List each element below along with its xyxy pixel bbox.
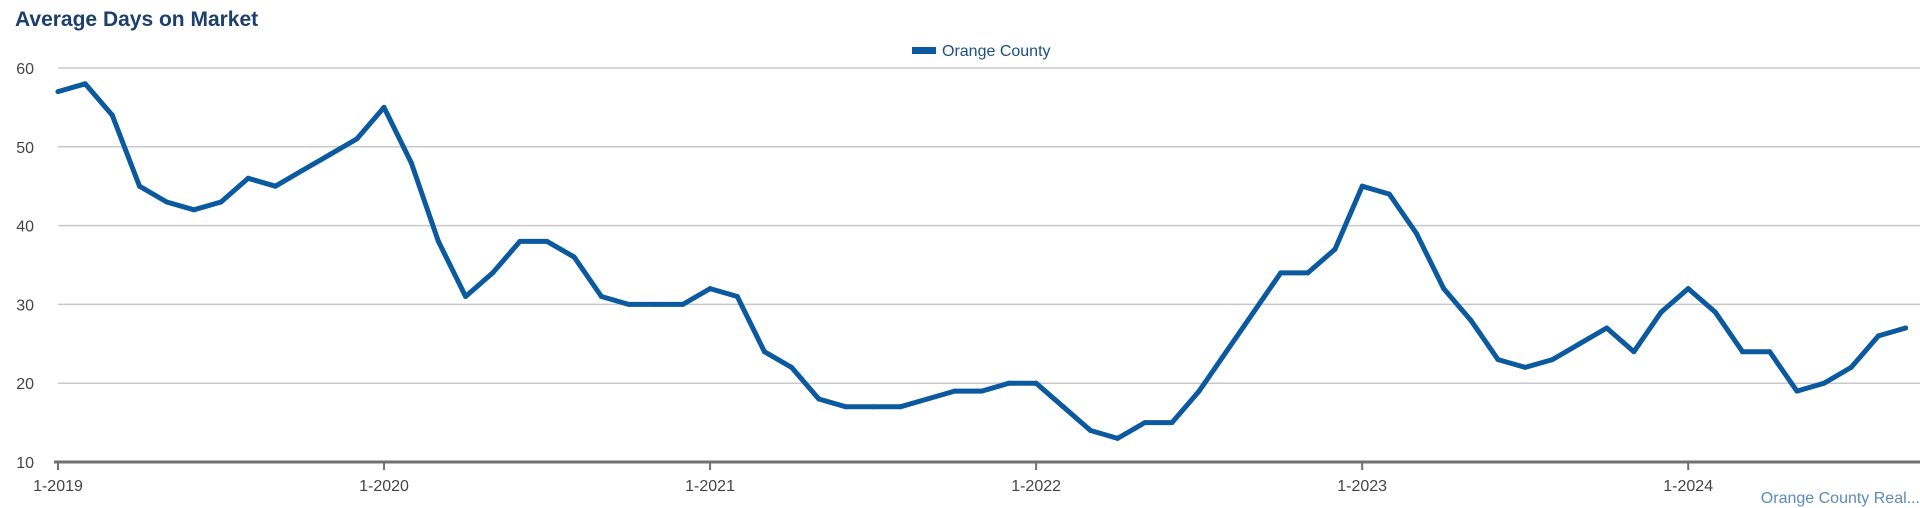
y-tick-label: 30 bbox=[16, 297, 34, 314]
data-point bbox=[1088, 428, 1093, 433]
legend-swatch bbox=[912, 47, 936, 54]
data-point bbox=[109, 112, 115, 118]
y-tick-label: 40 bbox=[16, 219, 34, 236]
data-point bbox=[1359, 183, 1365, 189]
data-point bbox=[55, 89, 61, 95]
data-point bbox=[1767, 349, 1773, 355]
y-tick-label: 50 bbox=[16, 140, 34, 157]
data-point bbox=[1115, 435, 1121, 441]
data-point bbox=[517, 238, 523, 244]
gridlines bbox=[58, 67, 1920, 384]
data-point bbox=[1169, 420, 1175, 426]
data-point bbox=[816, 396, 822, 402]
chart-title: Average Days on Market bbox=[15, 8, 259, 31]
data-point bbox=[408, 160, 414, 166]
data-point bbox=[1251, 309, 1256, 315]
data-point bbox=[1332, 246, 1338, 252]
data-point bbox=[82, 81, 88, 87]
data-point bbox=[626, 301, 632, 307]
data-point bbox=[761, 349, 767, 355]
x-tick-label: 1-2024 bbox=[1663, 478, 1713, 495]
x-tick-label: 1-2021 bbox=[685, 478, 735, 495]
data-point bbox=[1821, 380, 1827, 386]
data-point bbox=[1386, 191, 1392, 197]
data-point bbox=[680, 301, 686, 307]
data-point bbox=[897, 404, 903, 410]
data-point bbox=[1223, 349, 1229, 355]
y-tick-label: 10 bbox=[16, 455, 34, 472]
data-point bbox=[1848, 364, 1854, 370]
legend[interactable]: Orange County bbox=[912, 43, 1051, 60]
data-point bbox=[1631, 349, 1637, 355]
data-point bbox=[1468, 317, 1474, 323]
data-point bbox=[1740, 349, 1745, 355]
series-lines bbox=[55, 81, 1909, 441]
data-point bbox=[843, 404, 849, 410]
data-point bbox=[1875, 333, 1881, 339]
data-point bbox=[272, 183, 278, 189]
data-point bbox=[1305, 270, 1311, 276]
data-point bbox=[490, 270, 496, 276]
data-point bbox=[653, 301, 659, 307]
data-point bbox=[1577, 341, 1582, 347]
x-tick-label: 1-2020 bbox=[359, 478, 409, 495]
data-point bbox=[1196, 388, 1202, 394]
data-point bbox=[1522, 364, 1528, 370]
data-point bbox=[1794, 388, 1800, 394]
data-point bbox=[544, 238, 550, 244]
data-point bbox=[1903, 325, 1909, 331]
data-point bbox=[598, 294, 604, 299]
data-point bbox=[707, 286, 713, 292]
data-point bbox=[789, 364, 795, 370]
data-point bbox=[1006, 380, 1012, 386]
data-point bbox=[164, 199, 170, 205]
data-point bbox=[1495, 357, 1501, 363]
data-point bbox=[218, 199, 224, 205]
x-tick-labels: 1-2019 1-2020 1-2021 1-2022 1-2023 1-2024 bbox=[33, 462, 1713, 495]
data-point bbox=[1142, 420, 1148, 426]
data-point bbox=[870, 404, 876, 410]
x-tick-label: 1-2023 bbox=[1337, 478, 1387, 495]
data-point bbox=[1549, 357, 1555, 363]
data-point bbox=[435, 238, 441, 244]
data-point bbox=[1033, 380, 1039, 386]
data-point bbox=[137, 183, 142, 189]
data-point bbox=[1278, 270, 1284, 276]
y-tick-label: 20 bbox=[16, 376, 34, 393]
footer-credit[interactable]: Orange County Real... bbox=[1760, 490, 1920, 507]
series-line-orange-county bbox=[55, 81, 1909, 441]
x-tick-label: 1-2022 bbox=[1011, 478, 1061, 495]
data-point bbox=[924, 396, 930, 402]
data-point bbox=[1060, 404, 1066, 410]
data-point bbox=[571, 254, 577, 260]
legend-label[interactable]: Orange County bbox=[942, 43, 1051, 60]
data-point bbox=[1658, 309, 1664, 315]
data-point bbox=[191, 207, 197, 213]
data-point bbox=[327, 152, 333, 158]
x-tick-label: 1-2019 bbox=[33, 478, 83, 495]
data-point bbox=[245, 175, 251, 181]
data-point bbox=[1685, 286, 1691, 292]
data-point bbox=[952, 388, 958, 394]
data-point bbox=[463, 294, 469, 299]
data-point bbox=[1712, 309, 1718, 315]
data-point bbox=[354, 136, 360, 142]
y-tick-label: 60 bbox=[16, 61, 34, 78]
data-point bbox=[300, 167, 305, 173]
data-point bbox=[734, 294, 740, 299]
y-axis: 10 20 30 40 50 60 bbox=[16, 61, 34, 472]
data-point bbox=[1604, 325, 1610, 331]
data-point bbox=[1414, 231, 1419, 236]
data-point bbox=[381, 104, 387, 110]
data-point bbox=[979, 388, 985, 394]
data-point bbox=[1441, 286, 1447, 292]
